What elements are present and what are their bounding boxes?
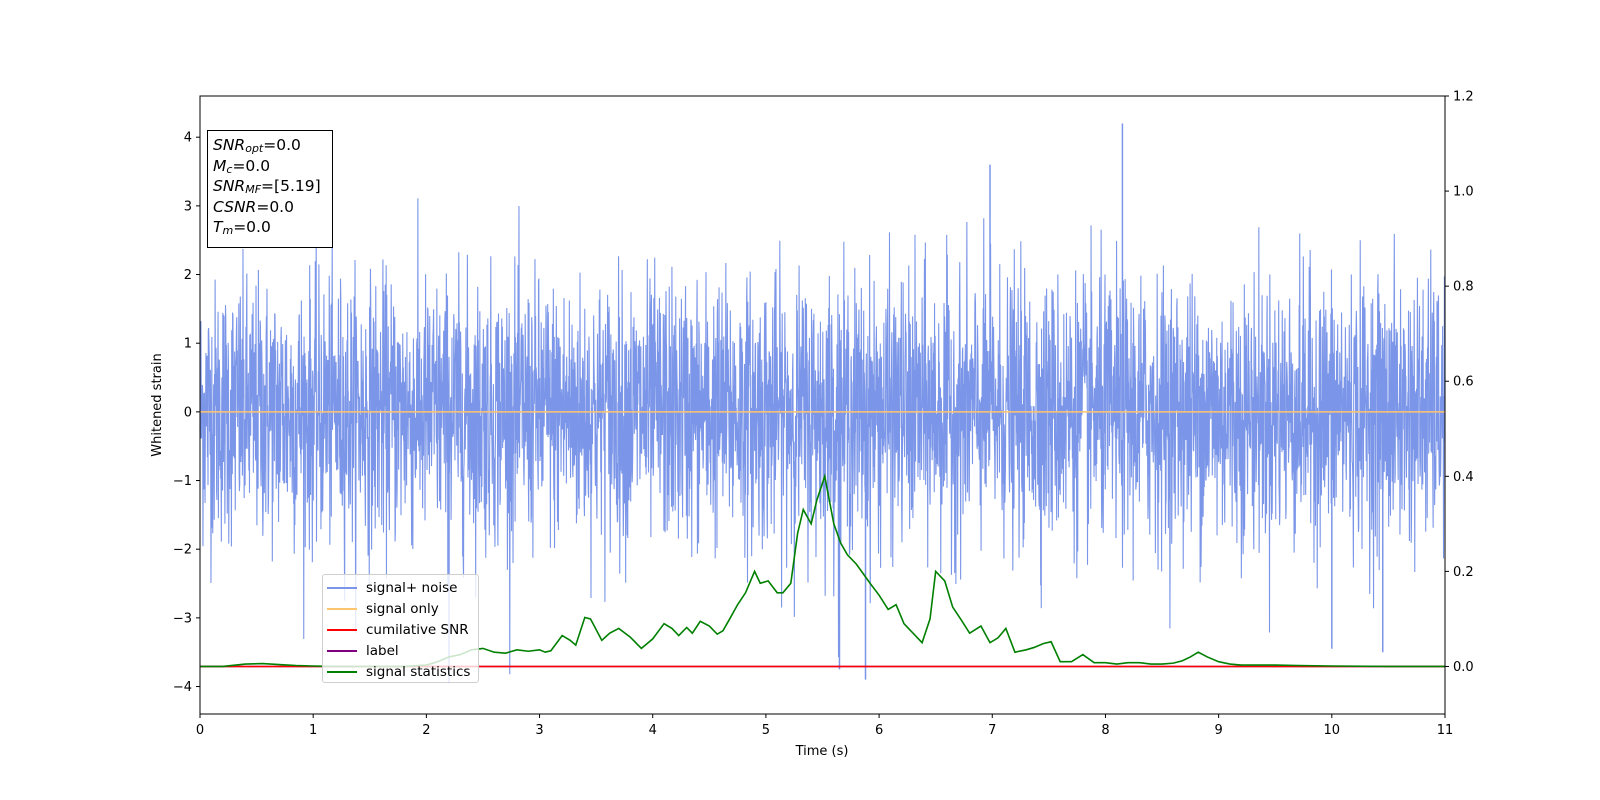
legend-entry-signal-only: signal only — [323, 599, 478, 620]
plot-frame — [199, 95, 1446, 715]
y-tick-label: −3 — [173, 611, 192, 626]
y-tick-label: −2 — [173, 543, 192, 558]
y2-tick-label: 0.4 — [1453, 470, 1474, 485]
legend: signal+ noise signal only cumilative SNR… — [322, 574, 479, 683]
snr-mf-line: SNRMF=[5.19] — [213, 177, 321, 196]
legend-swatch — [327, 608, 357, 611]
y-tick-label: −4 — [173, 680, 192, 695]
mc-line: Mc=0.0 — [213, 156, 271, 176]
csnr-line: CSNR=0.0 — [213, 197, 294, 216]
legend-swatch — [327, 649, 357, 652]
legend-label: label — [366, 642, 399, 659]
y-axis-left: 4 3 2 1 0 −1 −2 −3 −4 — [173, 131, 200, 695]
snr-opt-line: SNRopt=0.0 — [213, 136, 301, 155]
legend-entry-signal-noise: signal+ noise — [323, 578, 478, 599]
x-axis-label: Time (s) — [795, 744, 849, 759]
y-tick-label: 4 — [184, 131, 192, 146]
signal-statistics-series — [200, 473, 1445, 668]
y2-tick-label: 1.0 — [1453, 185, 1474, 200]
x-tick-label: 2 — [422, 723, 430, 738]
x-tick-label: 0 — [196, 723, 204, 738]
legend-swatch — [327, 587, 357, 590]
y2-tick-label: 0.2 — [1453, 565, 1474, 580]
legend-entry-cumulative-snr: cumilative SNR — [323, 620, 478, 641]
signal-noise-line — [199, 198, 1446, 675]
legend-label: cumilative SNR — [366, 621, 469, 638]
x-tick-label: 3 — [535, 723, 543, 738]
signal-statistics-line — [200, 473, 1445, 668]
y-tick-label: 1 — [184, 337, 192, 352]
x-tick-label: 10 — [1324, 723, 1341, 738]
y-tick-label: 2 — [184, 268, 192, 283]
tm-line: Tm=0.0 — [213, 218, 271, 237]
y-tick-label: 3 — [184, 199, 192, 214]
y-axis-right: 1.2 1.0 0.8 0.6 0.4 0.2 0.0 — [1445, 90, 1474, 675]
y-tick-label: −1 — [173, 474, 192, 489]
y2-tick-label: 0.6 — [1453, 375, 1474, 390]
legend-label: signal only — [366, 601, 439, 618]
y2-tick-label: 0.0 — [1453, 660, 1474, 675]
y-tick-label: 0 — [184, 405, 192, 420]
x-tick-label: 6 — [875, 723, 883, 738]
x-tick-label: 8 — [1101, 723, 1109, 738]
legend-label: signal+ noise — [366, 580, 458, 597]
legend-swatch — [327, 670, 357, 673]
x-axis: 0 1 2 3 4 5 6 7 8 9 10 11 — [196, 714, 1453, 738]
info-annotation-box: SNRopt=0.0 Mc=0.0 SNRMF=[5.19] CSNR=0.0 … — [207, 130, 333, 248]
x-tick-label: 11 — [1437, 723, 1454, 738]
x-tick-label: 7 — [988, 723, 996, 738]
x-tick-label: 9 — [1214, 723, 1222, 738]
legend-swatch — [327, 628, 357, 631]
x-tick-label: 5 — [762, 723, 770, 738]
y2-tick-label: 1.2 — [1453, 90, 1474, 105]
legend-label: signal statistics — [366, 663, 471, 680]
legend-entry-signal-statistics: signal statistics — [323, 661, 478, 682]
y-axis-label: Whitened strain — [150, 353, 165, 456]
x-tick-label: 1 — [309, 723, 317, 738]
x-tick-label: 4 — [649, 723, 657, 738]
legend-entry-label: label — [323, 640, 478, 661]
y2-tick-label: 0.8 — [1453, 280, 1474, 295]
